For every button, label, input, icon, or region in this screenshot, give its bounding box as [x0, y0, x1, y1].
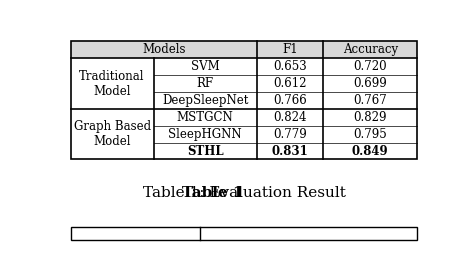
Text: Table 1: Evaluation Result: Table 1: Evaluation Result — [142, 186, 346, 200]
Text: 0.779: 0.779 — [273, 128, 307, 141]
Text: Traditional
Model: Traditional Model — [79, 70, 145, 98]
Text: 0.766: 0.766 — [273, 94, 307, 107]
Bar — [70, 227, 417, 240]
Text: RF: RF — [197, 77, 214, 90]
Text: DeepSleepNet: DeepSleepNet — [162, 94, 248, 107]
Text: MSTGCN: MSTGCN — [177, 111, 234, 124]
Text: Accuracy: Accuracy — [343, 43, 398, 56]
Text: Models: Models — [142, 43, 186, 56]
Text: 0.831: 0.831 — [272, 144, 308, 158]
Text: 0.849: 0.849 — [352, 144, 388, 158]
Text: 0.829: 0.829 — [354, 111, 387, 124]
Text: F1: F1 — [282, 43, 298, 56]
Text: Table 1: Table 1 — [182, 186, 244, 200]
Text: 0.612: 0.612 — [273, 77, 307, 90]
Bar — [70, 41, 417, 58]
Text: 0.653: 0.653 — [273, 60, 307, 73]
Text: STHL: STHL — [187, 144, 224, 158]
Text: SVM: SVM — [191, 60, 219, 73]
Text: Graph Based
Model: Graph Based Model — [73, 120, 150, 148]
Text: 0.795: 0.795 — [353, 128, 387, 141]
Text: 0.767: 0.767 — [353, 94, 387, 107]
Text: SleepHGNN: SleepHGNN — [169, 128, 242, 141]
Text: 0.720: 0.720 — [354, 60, 387, 73]
Text: 0.699: 0.699 — [353, 77, 387, 90]
Text: 0.824: 0.824 — [273, 111, 307, 124]
